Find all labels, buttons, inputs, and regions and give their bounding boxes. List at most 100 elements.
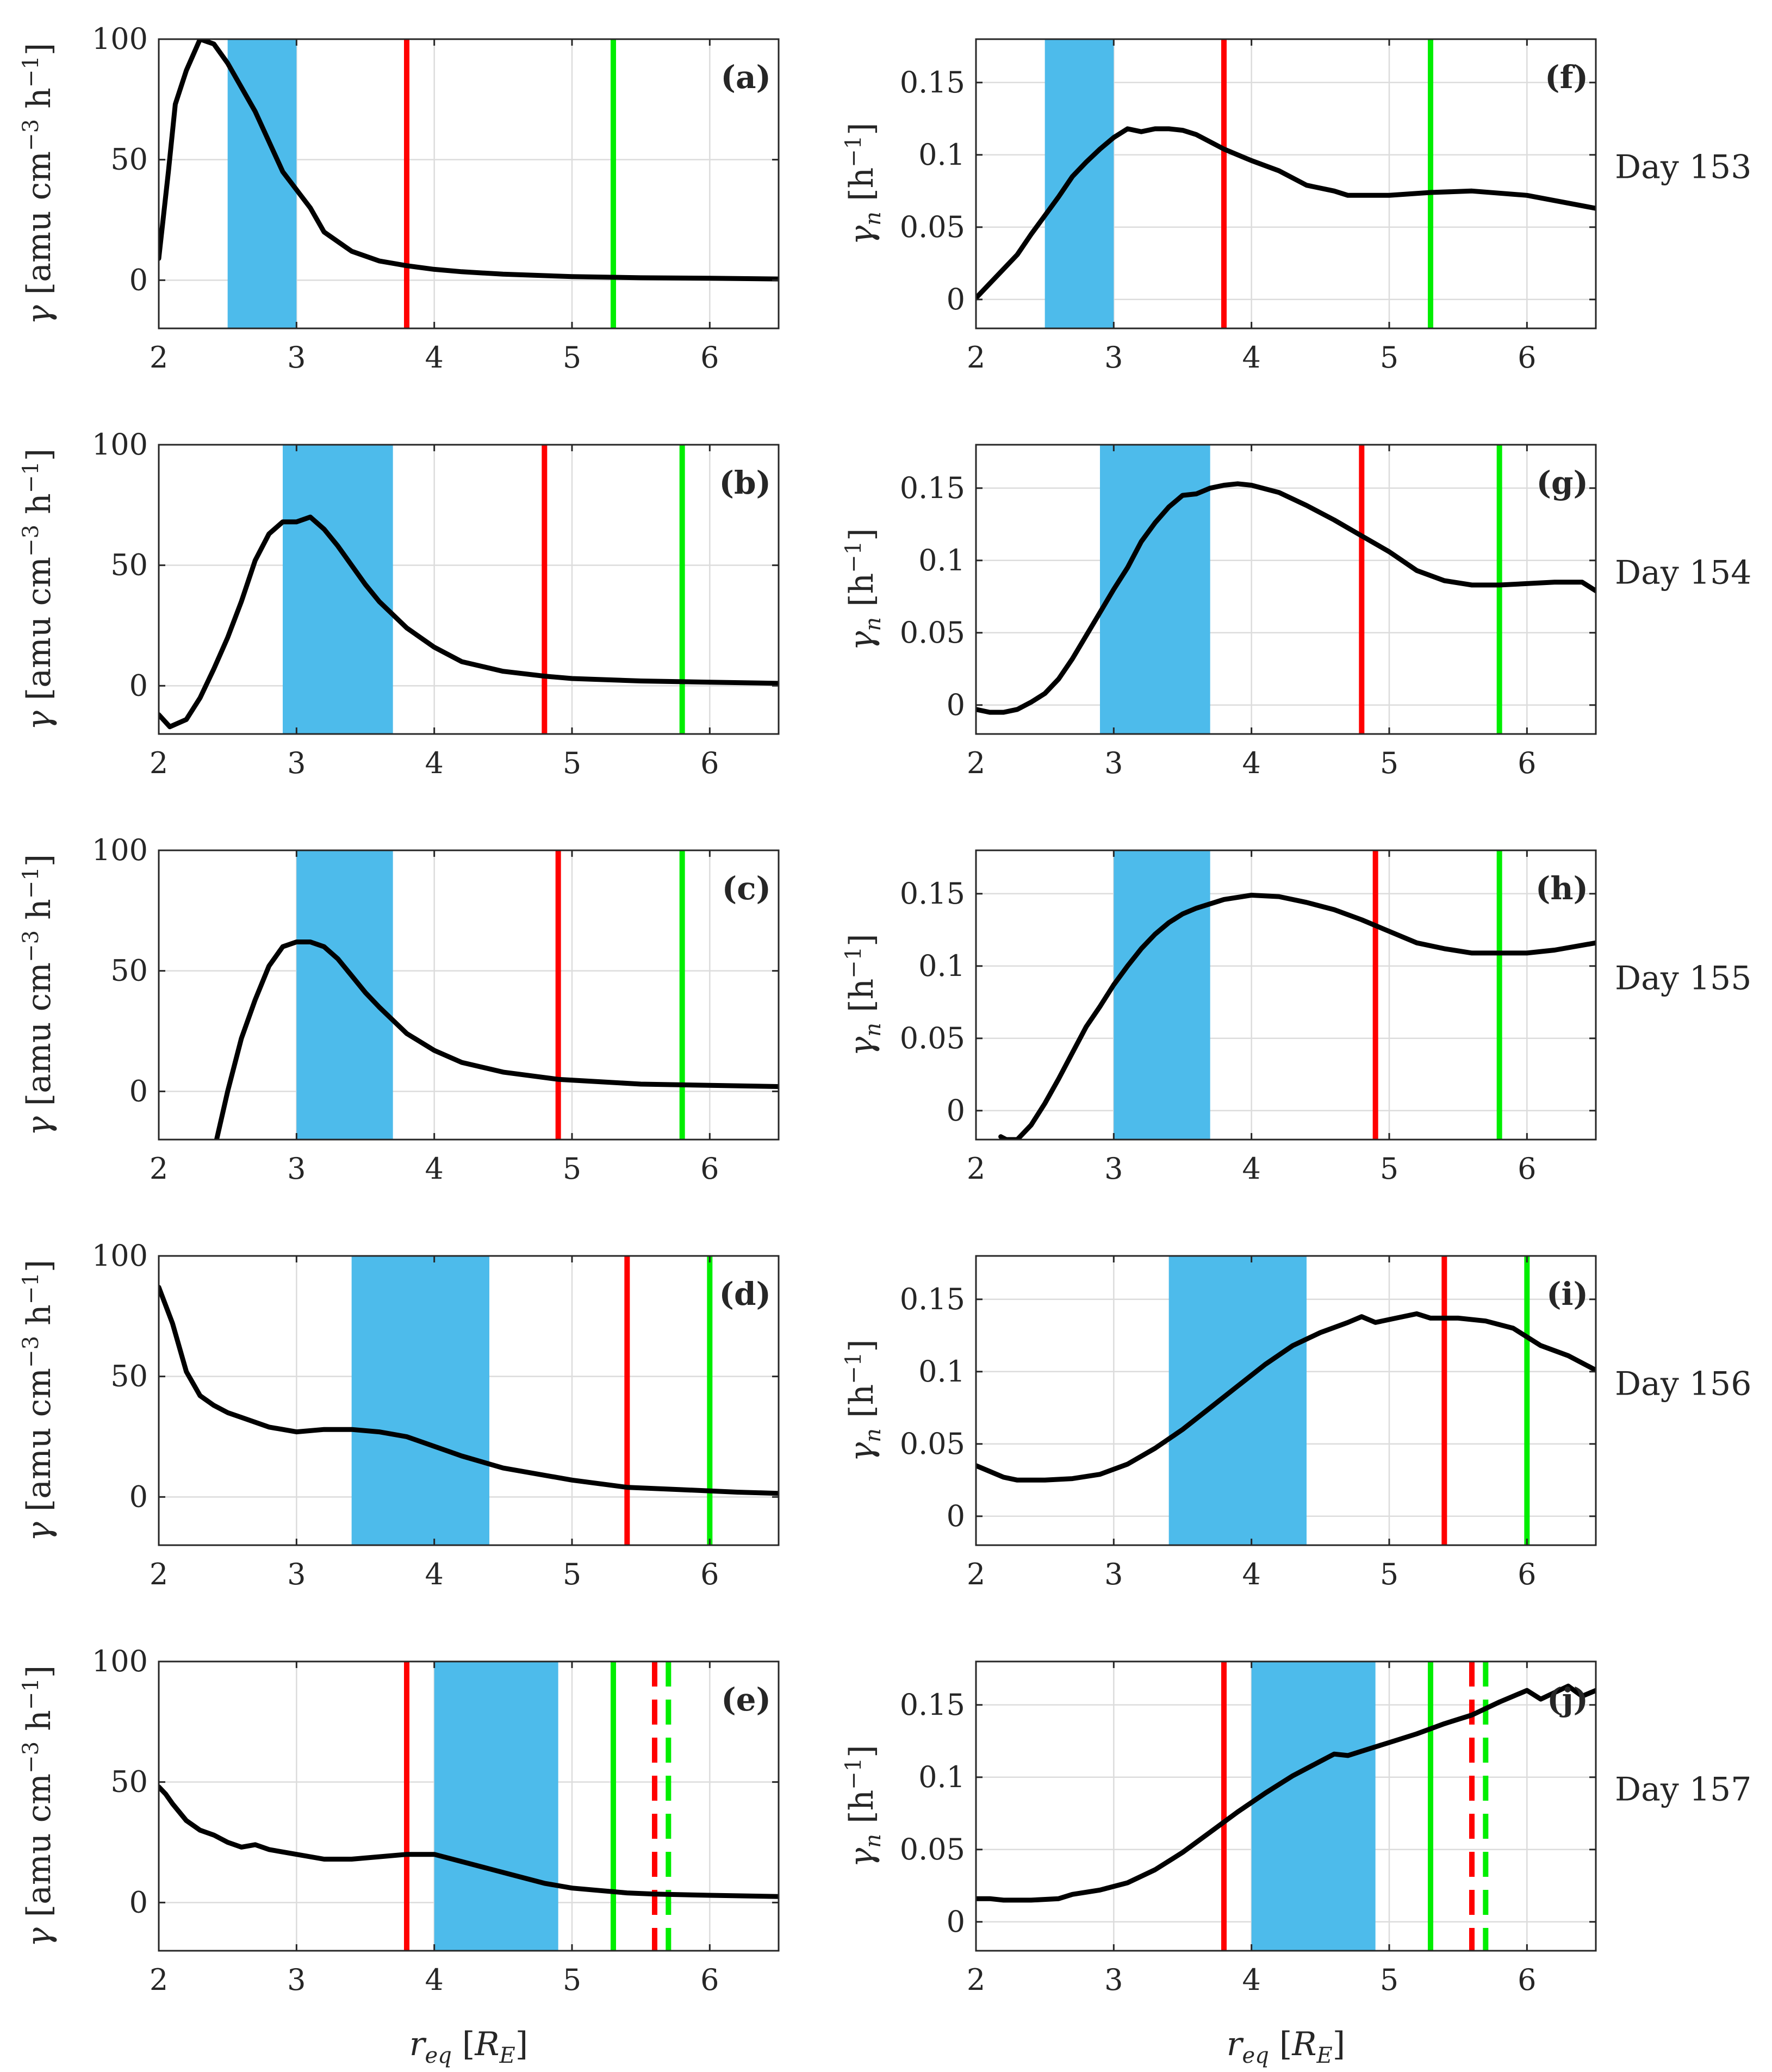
x-tick-label: 4 — [1242, 340, 1260, 375]
label-part: h — [20, 1710, 58, 1741]
y-tick-label: 0.15 — [900, 1282, 965, 1316]
y-tick-label: 0 — [129, 263, 148, 297]
shaded-band — [1044, 39, 1114, 328]
label-part: r — [409, 2025, 427, 2063]
label-part: [amu cm — [20, 151, 58, 305]
y-tick-label: 0 — [947, 688, 965, 722]
panel-label: (h) — [1535, 870, 1588, 907]
x-tick-label: 6 — [1518, 340, 1536, 375]
axes-frame — [158, 1255, 780, 1546]
plot-area — [976, 39, 1596, 328]
x-tick-label: 5 — [1380, 340, 1398, 375]
label-part: [h — [843, 1384, 881, 1428]
x-axis-label: req [RE] — [409, 2025, 528, 2068]
y-axis-label: γ [amu cm−3 h−1] — [18, 1260, 58, 1541]
label-part: −3 — [18, 930, 43, 962]
y-axis-label: γn [h−1] — [841, 528, 886, 650]
y-tick-label: 0.1 — [918, 1354, 965, 1389]
axes-frame — [975, 1660, 1597, 1952]
y-axis-label: γn [h−1] — [841, 934, 886, 1056]
data-curve — [159, 514, 779, 730]
label-part: ] — [20, 449, 58, 461]
x-tick-label: 2 — [150, 746, 168, 780]
data-curve — [159, 1285, 779, 1496]
label-part: [h — [843, 573, 881, 617]
shaded-band — [283, 445, 393, 734]
day-label: Day 155 — [1615, 959, 1751, 997]
axes-frame — [158, 1660, 780, 1952]
x-tick-label: 3 — [1104, 1963, 1123, 1997]
y-tick-label: 0.15 — [900, 471, 965, 505]
label-part: R — [1291, 2025, 1316, 2063]
x-tick-label: 3 — [287, 1963, 306, 1997]
label-part: γ — [20, 1522, 58, 1541]
label-part: h — [20, 493, 58, 525]
plot-area — [159, 1662, 779, 1951]
label-part: h — [20, 88, 58, 119]
panel-a: 2 3 4 5 6 0 50 100 (a) γ [amu cm−3 h−1] — [18, 22, 780, 375]
y-tick-label: 50 — [110, 954, 148, 988]
shaded-band — [296, 850, 393, 1140]
y-tick-label: 50 — [110, 548, 148, 582]
axes-frame — [975, 38, 1597, 329]
x-tick-label: 5 — [563, 1152, 581, 1186]
x-tick-label: 6 — [700, 340, 719, 375]
y-tick-label: 100 — [92, 833, 148, 867]
label-part: −1 — [841, 541, 866, 573]
label-part: γ — [20, 1116, 58, 1136]
x-tick-label: 4 — [1242, 746, 1260, 780]
y-axis-label: γ [amu cm−3 h−1] — [18, 854, 58, 1136]
x-tick-label: 2 — [150, 1557, 168, 1591]
x-tick-label: 5 — [1380, 1152, 1398, 1186]
label-part: ] — [20, 1260, 58, 1272]
y-tick-label: 0 — [129, 668, 148, 702]
x-tick-label: 4 — [1242, 1963, 1260, 1997]
x-tick-label: 3 — [1104, 1557, 1123, 1591]
x-tick-label: 6 — [1518, 1152, 1536, 1186]
y-tick-label: 0 — [129, 1479, 148, 1514]
panel-e: 2 3 4 5 6 0 50 100 (e) γ [amu cm−3 h−1] — [18, 1644, 780, 1997]
y-tick-label: 0.15 — [900, 876, 965, 911]
day-label: Day 153 — [1615, 148, 1751, 186]
label-part: r — [1227, 2025, 1244, 2063]
y-axis-label: γn [h−1] — [841, 1745, 886, 1867]
y-axis-label: γ [amu cm−3 h−1] — [18, 43, 58, 325]
data-curve — [998, 893, 1596, 1140]
panel-label: (j) — [1547, 1681, 1588, 1718]
label-part: −1 — [841, 1758, 866, 1790]
label-part: ] — [20, 43, 58, 55]
panel-label: (a) — [721, 59, 771, 96]
label-part: −1 — [841, 947, 866, 979]
x-tick-label: 5 — [563, 1963, 581, 1997]
panel-label: (c) — [722, 870, 771, 907]
plot-area — [159, 39, 779, 328]
data-curve — [976, 481, 1596, 715]
y-tick-label: 0.1 — [918, 543, 965, 577]
plot-area — [159, 445, 779, 734]
y-tick-label: 0.1 — [918, 949, 965, 983]
data-curve — [159, 39, 779, 282]
x-tick-label: 2 — [150, 1152, 168, 1186]
label-part: eq — [1242, 2043, 1269, 2068]
label-part: −3 — [18, 1336, 43, 1368]
x-tick-label: 4 — [425, 1963, 443, 1997]
y-tick-label: 100 — [92, 22, 148, 56]
y-tick-label: 0 — [129, 1074, 148, 1108]
x-tick-label: 3 — [1104, 746, 1123, 780]
label-part: n — [861, 1834, 886, 1848]
y-tick-label: 0.1 — [918, 138, 965, 172]
x-tick-label: 4 — [1242, 1557, 1260, 1591]
label-part: E — [499, 2043, 515, 2068]
x-tick-label: 2 — [150, 340, 168, 375]
x-tick-label: 6 — [700, 1557, 719, 1591]
label-part: E — [1316, 2043, 1333, 2068]
plot-area — [159, 1256, 779, 1545]
axes-frame — [975, 849, 1597, 1141]
label-part: −3 — [18, 525, 43, 557]
axes-frame — [975, 444, 1597, 735]
x-tick-label: 5 — [1380, 1557, 1398, 1591]
x-tick-label: 2 — [967, 1152, 985, 1186]
x-tick-label: 6 — [1518, 1557, 1536, 1591]
x-tick-label: 3 — [287, 340, 306, 375]
label-part: n — [861, 211, 886, 226]
